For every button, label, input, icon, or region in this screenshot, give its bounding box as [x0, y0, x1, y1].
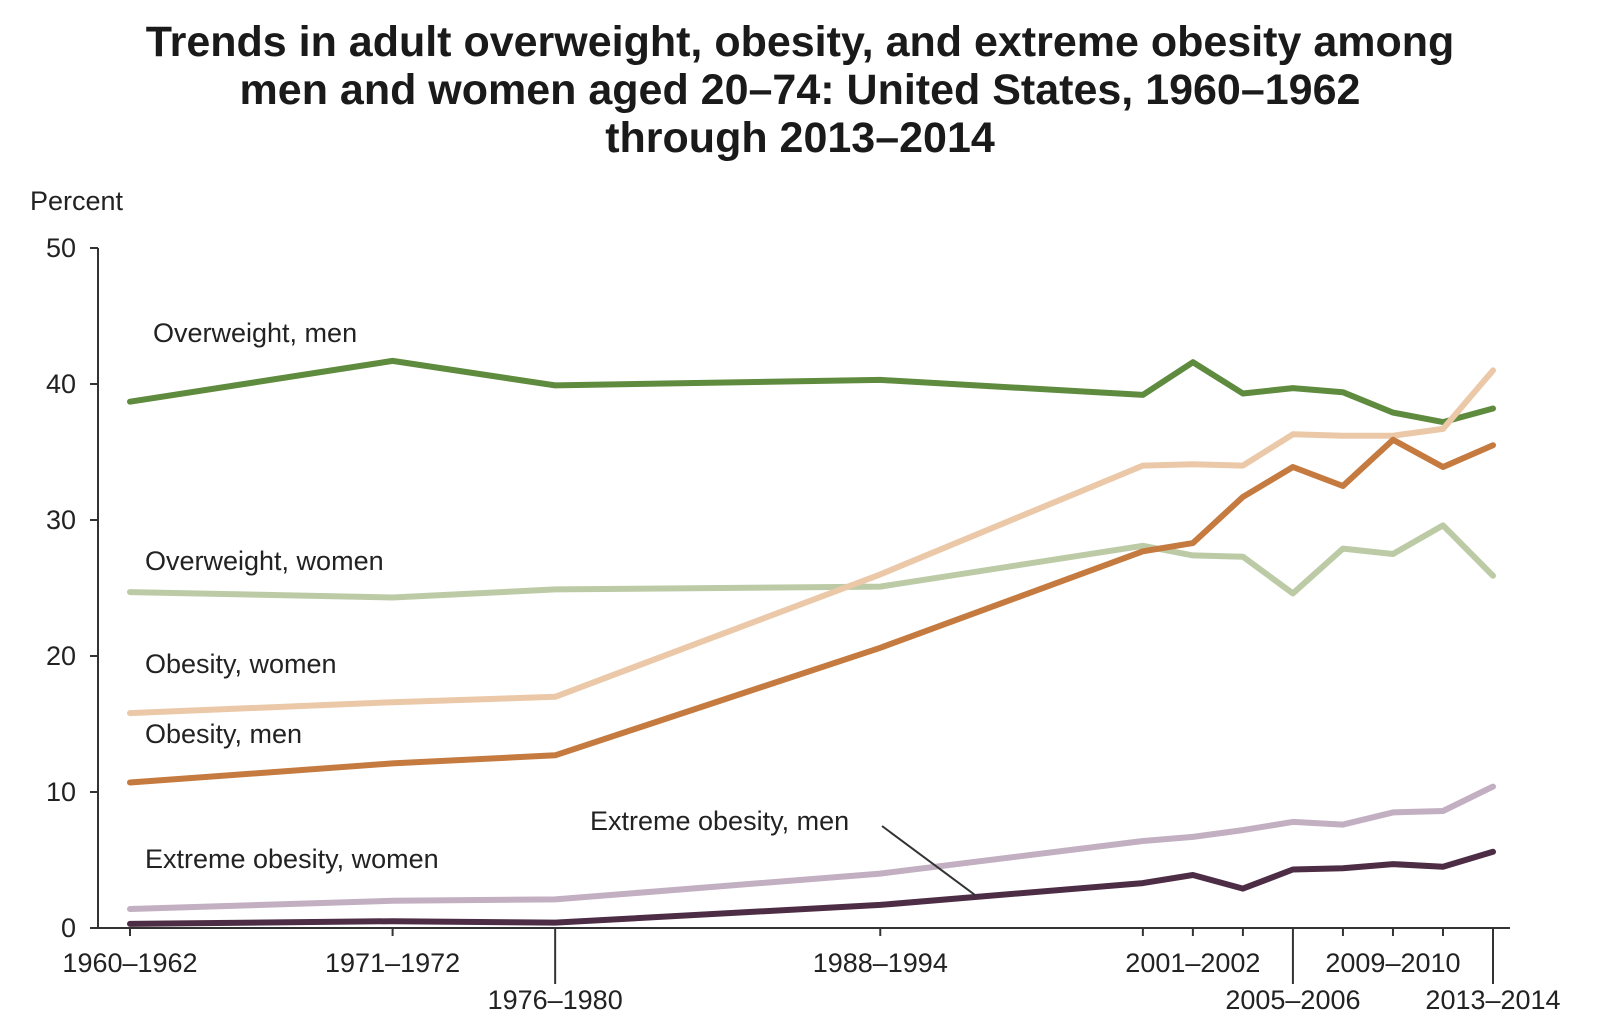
chart-title-line-1: Trends in adult overweight, obesity, and… — [145, 18, 1455, 66]
y-tick-label: 20 — [46, 641, 76, 671]
x-tick-label: 1988–1994 — [813, 948, 948, 978]
series-lines — [127, 357, 1496, 927]
series-label: Overweight, women — [145, 546, 384, 576]
x-tick-label: 1976–1980 — [488, 985, 623, 1015]
chart-title-line-3: through 2013–2014 — [605, 114, 995, 162]
series-label: Extreme obesity, men — [590, 806, 849, 836]
series-line-6 — [127, 848, 1496, 927]
y-tick-label: 50 — [46, 233, 76, 263]
series-label: Extreme obesity, women — [145, 844, 439, 874]
series-label: Obesity, men — [145, 719, 302, 749]
y-axis-label: Percent — [30, 186, 124, 216]
y-tick-label: 40 — [46, 369, 76, 399]
series-label: Overweight, men — [153, 318, 357, 348]
x-tick-label: 2001–2002 — [1125, 948, 1260, 978]
chart-title: Trends in adult overweight, obesity, and… — [60, 18, 1540, 162]
x-tick-label: 2009–2010 — [1325, 948, 1460, 978]
y-tick-label: 0 — [61, 913, 76, 943]
series-line-2 — [127, 522, 1496, 601]
series-line-4 — [127, 436, 1496, 786]
series-labels: Overweight, men Overweight, women Obesity,… — [145, 318, 976, 896]
series-label: Obesity, women — [145, 649, 337, 679]
series-line-1 — [127, 357, 1496, 426]
x-tick-label: 2005–2006 — [1225, 985, 1360, 1015]
x-tick-label: 1971–1972 — [325, 948, 460, 978]
series-line-5 — [127, 783, 1496, 912]
chart-title-line-2: men and women aged 20–74: United States,… — [239, 66, 1361, 114]
axes: 0 10 20 30 40 50 1960–1962 1971–1972 1976–1980 19… — [46, 233, 1561, 1015]
series-line-3 — [127, 367, 1496, 717]
label-leader-line — [881, 825, 976, 896]
y-tick-label: 30 — [46, 505, 76, 535]
x-tick-label: 2013–2014 — [1425, 985, 1560, 1015]
x-tick-label: 1960–1962 — [62, 948, 197, 978]
y-tick-label: 10 — [46, 777, 76, 807]
